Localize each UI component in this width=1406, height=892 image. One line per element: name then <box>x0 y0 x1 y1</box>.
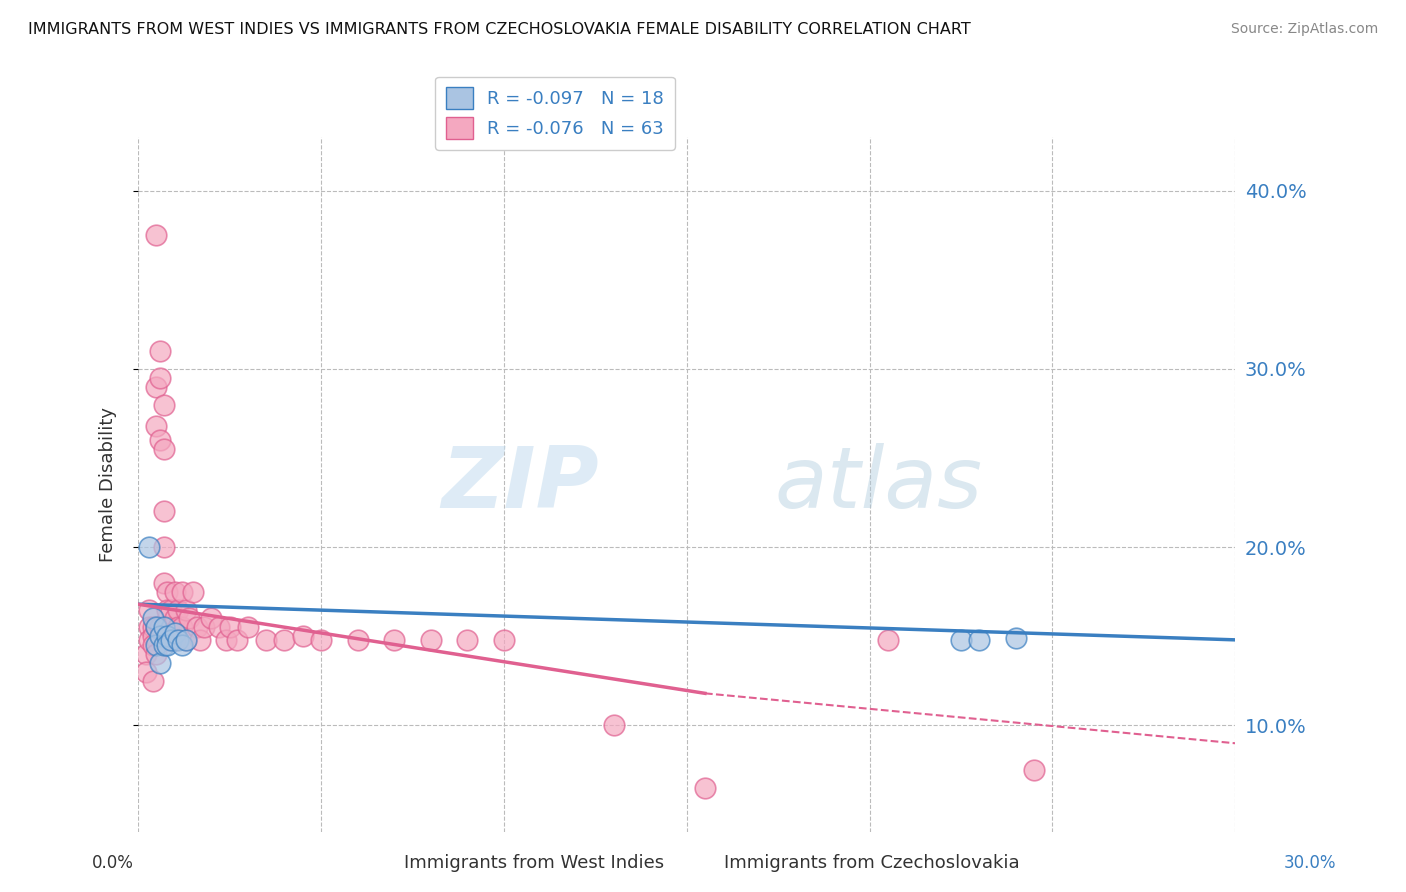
Point <box>160 632 183 647</box>
Point <box>876 632 898 647</box>
Point <box>190 632 212 647</box>
Point <box>142 620 165 634</box>
Point <box>170 638 193 652</box>
Text: 0.0%: 0.0% <box>91 855 134 872</box>
Point <box>142 611 165 625</box>
Point <box>152 540 174 554</box>
Text: ZIP: ZIP <box>441 443 599 526</box>
Point <box>163 632 186 647</box>
Point <box>149 371 172 385</box>
Point <box>174 632 197 647</box>
Point <box>215 632 238 647</box>
Point <box>142 638 165 652</box>
Point <box>163 625 186 640</box>
Point <box>200 611 222 625</box>
Point <box>134 665 156 679</box>
Point <box>456 632 478 647</box>
Point <box>160 602 183 616</box>
Point <box>163 584 186 599</box>
Point <box>145 647 167 661</box>
Point <box>174 632 197 647</box>
Point <box>142 673 165 688</box>
Point <box>152 442 174 456</box>
Text: IMMIGRANTS FROM WEST INDIES VS IMMIGRANTS FROM CZECHOSLOVAKIA FEMALE DISABILITY : IMMIGRANTS FROM WEST INDIES VS IMMIGRANT… <box>28 22 972 37</box>
Point <box>138 602 160 616</box>
Point <box>170 620 193 634</box>
Point <box>156 602 179 616</box>
Point <box>291 629 314 643</box>
Point <box>179 611 201 625</box>
Point <box>602 718 624 732</box>
Point <box>152 575 174 590</box>
Point <box>346 632 368 647</box>
Point <box>156 584 179 599</box>
Point <box>163 611 186 625</box>
Point <box>949 632 972 647</box>
Point <box>138 540 160 554</box>
Point <box>193 620 215 634</box>
Text: Source: ZipAtlas.com: Source: ZipAtlas.com <box>1230 22 1378 37</box>
Point <box>419 632 441 647</box>
Point <box>145 418 167 433</box>
Point <box>138 632 160 647</box>
Text: atlas: atlas <box>775 443 983 526</box>
Point <box>142 629 165 643</box>
Point <box>156 632 179 647</box>
Point <box>174 602 197 616</box>
Point <box>152 397 174 411</box>
Point <box>145 228 167 243</box>
Point <box>138 620 160 634</box>
Point <box>145 638 167 652</box>
Y-axis label: Female Disability: Female Disability <box>100 408 117 562</box>
Text: Immigrants from Czechoslovakia: Immigrants from Czechoslovakia <box>724 855 1019 872</box>
Point <box>149 656 172 670</box>
Point <box>149 433 172 447</box>
Point <box>145 620 167 634</box>
Point <box>149 629 172 643</box>
Point <box>309 632 332 647</box>
Point <box>149 344 172 359</box>
Point <box>967 632 990 647</box>
Point <box>181 584 204 599</box>
Point <box>152 620 174 634</box>
Point <box>218 620 240 634</box>
Point <box>382 632 405 647</box>
Point <box>693 780 716 795</box>
Point <box>160 620 183 634</box>
Text: 30.0%: 30.0% <box>1284 855 1336 872</box>
Point <box>160 632 183 647</box>
Point <box>186 620 208 634</box>
Point <box>492 632 515 647</box>
Point <box>156 620 179 634</box>
Point <box>134 647 156 661</box>
Point <box>208 620 231 634</box>
Point <box>1004 631 1026 645</box>
Point <box>152 638 174 652</box>
Point <box>1022 763 1045 777</box>
Point <box>167 632 190 647</box>
Point <box>156 638 179 652</box>
Point <box>254 632 277 647</box>
Point <box>145 620 167 634</box>
Point <box>236 620 259 634</box>
Point <box>152 504 174 518</box>
Text: Immigrants from West Indies: Immigrants from West Indies <box>404 855 665 872</box>
Point <box>156 629 179 643</box>
Point <box>167 602 190 616</box>
Legend: R = -0.097   N = 18, R = -0.076   N = 63: R = -0.097 N = 18, R = -0.076 N = 63 <box>434 77 675 150</box>
Point <box>149 620 172 634</box>
Point <box>170 584 193 599</box>
Point <box>273 632 295 647</box>
Point <box>145 380 167 394</box>
Point <box>226 632 249 647</box>
Point <box>167 620 190 634</box>
